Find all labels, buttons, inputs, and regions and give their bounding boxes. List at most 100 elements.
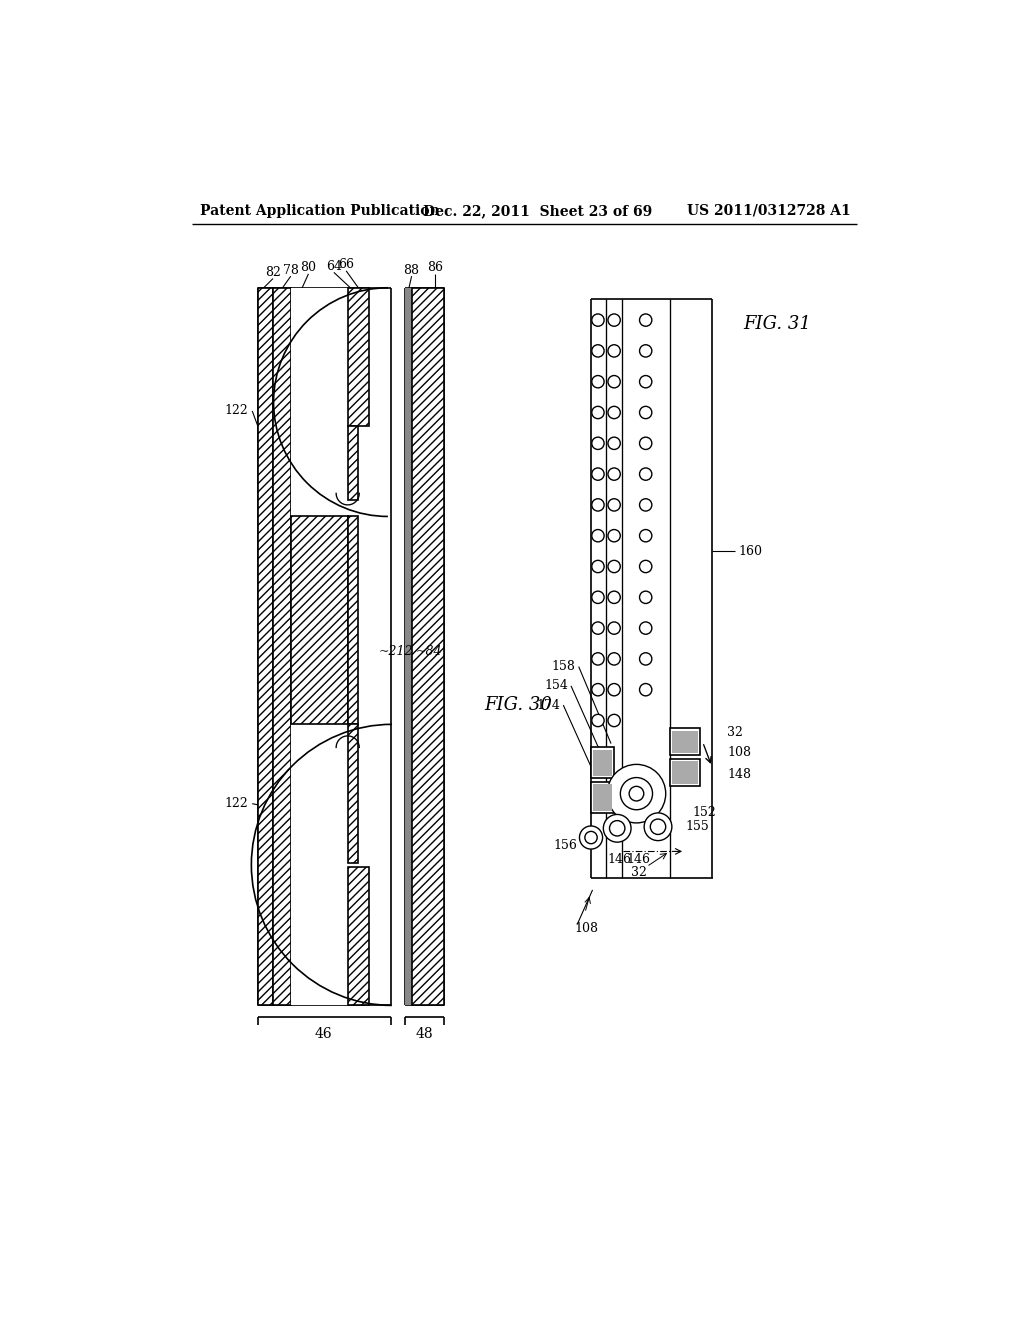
Circle shape [592, 529, 604, 543]
Text: ~84: ~84 [416, 644, 442, 657]
Text: 174: 174 [537, 698, 560, 711]
Text: 32: 32 [631, 866, 647, 879]
Bar [291, 516, 348, 725]
Circle shape [640, 314, 652, 326]
Text: 160: 160 [739, 545, 763, 557]
Bar [273, 288, 291, 1006]
Text: ~60: ~60 [308, 845, 335, 858]
Circle shape [608, 437, 621, 450]
Circle shape [608, 714, 621, 726]
Bar [591, 747, 614, 779]
Bar [672, 730, 698, 752]
Circle shape [592, 591, 604, 603]
Text: 152: 152 [692, 807, 717, 820]
Circle shape [592, 684, 604, 696]
Circle shape [640, 560, 652, 573]
Bar [670, 759, 700, 785]
Circle shape [592, 345, 604, 358]
Text: ~212: ~212 [379, 644, 414, 657]
Text: 46: 46 [315, 1027, 333, 1041]
Circle shape [592, 437, 604, 450]
Circle shape [592, 714, 604, 726]
Text: FIG. 30: FIG. 30 [484, 696, 553, 714]
Bar [348, 288, 370, 426]
Circle shape [608, 499, 621, 511]
Bar [348, 725, 358, 863]
Circle shape [640, 684, 652, 696]
Circle shape [609, 821, 625, 836]
Text: 108: 108 [727, 746, 752, 759]
Circle shape [640, 345, 652, 358]
Circle shape [592, 469, 604, 480]
Circle shape [608, 345, 621, 358]
Text: 80: 80 [300, 261, 316, 275]
Circle shape [592, 560, 604, 573]
Text: 155: 155 [685, 820, 709, 833]
Circle shape [650, 818, 666, 834]
Circle shape [640, 529, 652, 543]
Text: 122: 122 [224, 797, 249, 810]
Circle shape [592, 622, 604, 635]
Bar [670, 729, 700, 755]
Circle shape [621, 777, 652, 809]
Text: Patent Application Publication: Patent Application Publication [200, 203, 439, 218]
Circle shape [608, 376, 621, 388]
Text: 148: 148 [727, 768, 752, 781]
Bar [291, 288, 348, 516]
Circle shape [640, 376, 652, 388]
Circle shape [629, 787, 644, 801]
Text: US 2011/0312728 A1: US 2011/0312728 A1 [687, 203, 851, 218]
Bar [258, 288, 273, 1006]
Text: 158: 158 [552, 660, 575, 673]
Circle shape [640, 591, 652, 603]
Bar [591, 781, 614, 813]
Bar [348, 426, 358, 499]
Circle shape [585, 832, 597, 843]
Circle shape [608, 560, 621, 573]
Text: 86: 86 [427, 261, 442, 275]
Circle shape [592, 499, 604, 511]
Text: ~78: ~78 [296, 614, 323, 627]
Circle shape [608, 684, 621, 696]
Circle shape [640, 437, 652, 450]
Text: 64: 64 [326, 260, 342, 273]
Circle shape [608, 653, 621, 665]
Bar [291, 725, 348, 1006]
Circle shape [608, 591, 621, 603]
Circle shape [607, 764, 666, 822]
Text: 156: 156 [553, 838, 578, 851]
Text: 108: 108 [574, 921, 598, 935]
Circle shape [592, 407, 604, 418]
Circle shape [608, 622, 621, 635]
Text: 66: 66 [338, 259, 354, 271]
Circle shape [580, 826, 602, 849]
Bar [412, 288, 444, 1006]
Circle shape [644, 813, 672, 841]
Text: 78: 78 [283, 264, 299, 277]
Text: 48: 48 [416, 1027, 433, 1041]
Bar [406, 288, 412, 1006]
Text: 146: 146 [607, 853, 632, 866]
Bar [672, 762, 698, 784]
Circle shape [640, 653, 652, 665]
Circle shape [592, 314, 604, 326]
Circle shape [608, 407, 621, 418]
Circle shape [640, 622, 652, 635]
Text: 146: 146 [627, 853, 651, 866]
Bar [593, 784, 611, 810]
Text: 88: 88 [403, 264, 420, 277]
Text: Dec. 22, 2011  Sheet 23 of 69: Dec. 22, 2011 Sheet 23 of 69 [423, 203, 652, 218]
Circle shape [608, 529, 621, 543]
Bar [593, 750, 611, 776]
Text: 154: 154 [544, 680, 568, 693]
Bar [348, 516, 358, 725]
Text: FIG. 31: FIG. 31 [743, 315, 811, 333]
Circle shape [603, 814, 631, 842]
Circle shape [608, 314, 621, 326]
Circle shape [640, 407, 652, 418]
Circle shape [608, 469, 621, 480]
Circle shape [640, 469, 652, 480]
Text: 82: 82 [265, 265, 281, 279]
Circle shape [592, 653, 604, 665]
Text: 32: 32 [727, 726, 743, 739]
